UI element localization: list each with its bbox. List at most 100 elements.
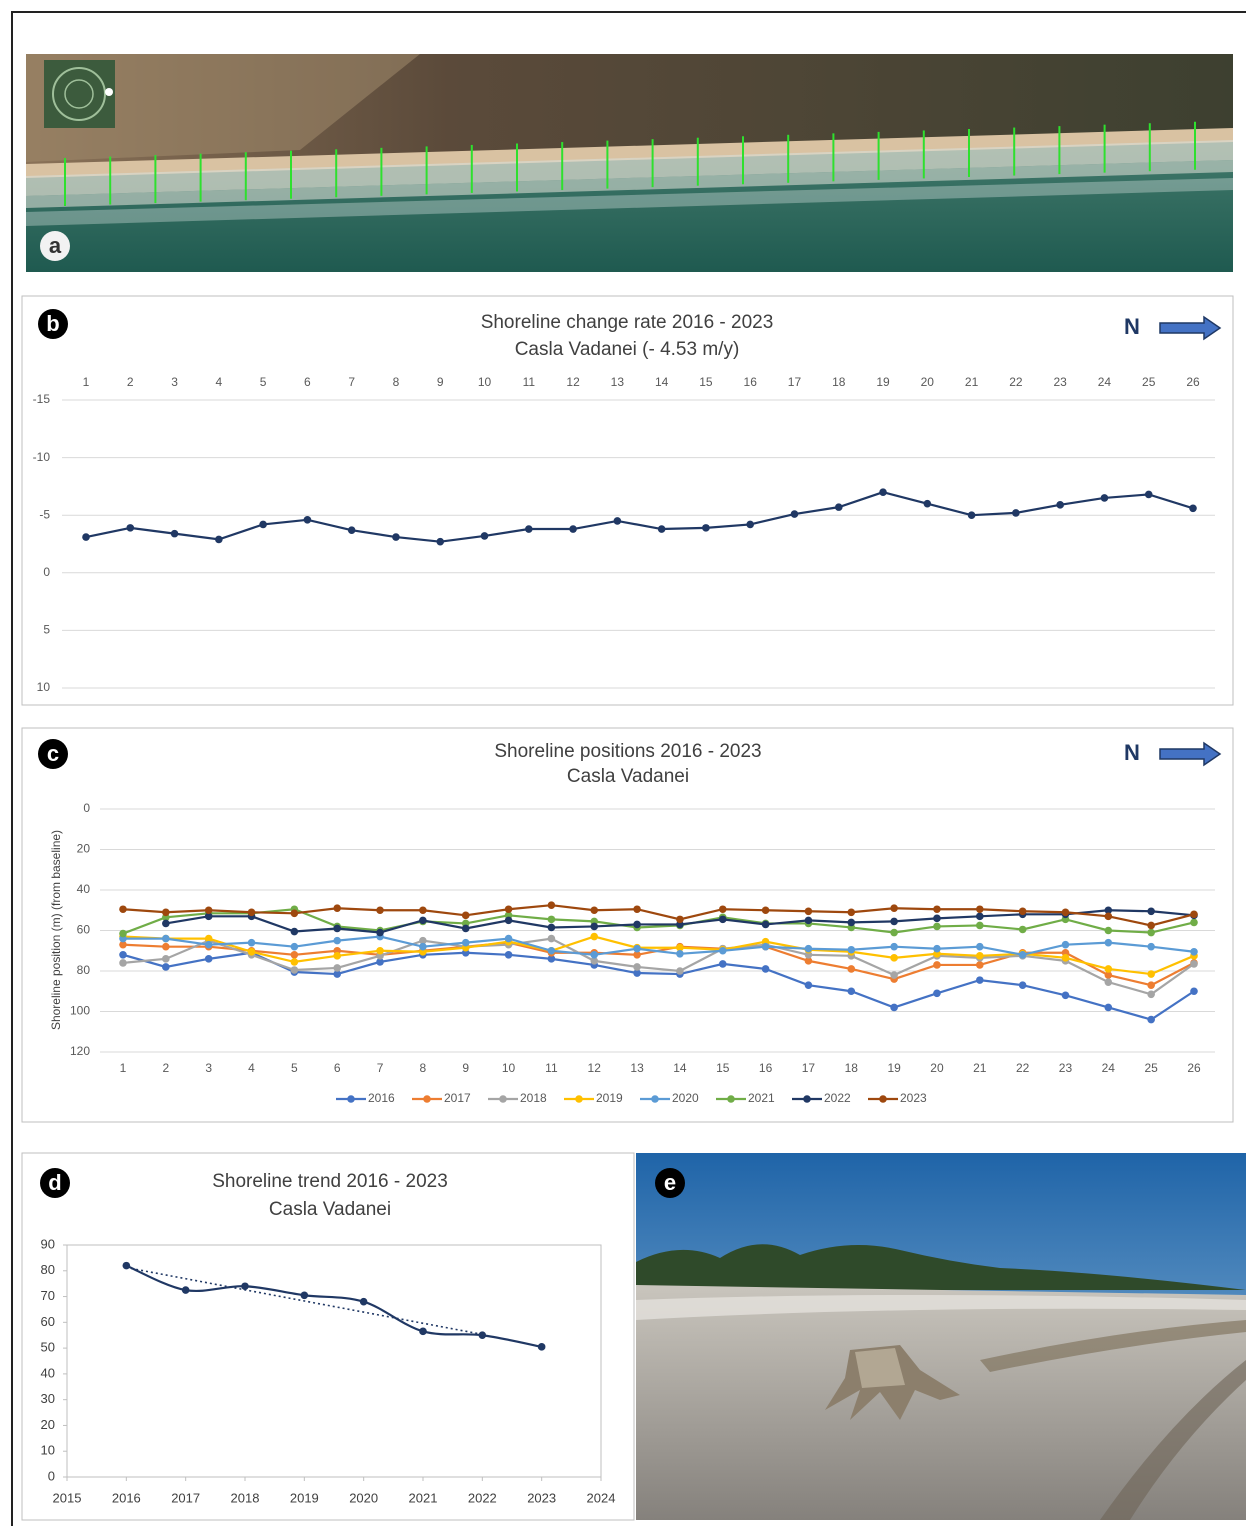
data-point xyxy=(834,503,843,511)
x-tick-label: 11 xyxy=(545,1061,558,1075)
data-point xyxy=(162,942,170,951)
data-point xyxy=(419,916,427,925)
data-point xyxy=(119,905,127,914)
data-point xyxy=(890,971,898,979)
x-tick-label: 19 xyxy=(876,375,890,389)
data-point xyxy=(790,510,799,518)
legend-marker xyxy=(347,1095,355,1103)
data-point xyxy=(162,955,170,963)
data-point xyxy=(1104,906,1113,915)
data-point xyxy=(761,906,770,915)
x-tick-label: 22 xyxy=(1016,1061,1030,1075)
x-tick-label: 22 xyxy=(1009,375,1023,389)
y-tick-label: 0 xyxy=(83,801,90,815)
north-arrow xyxy=(1159,741,1222,767)
data-point xyxy=(702,524,710,532)
data-point xyxy=(976,921,984,930)
data-point xyxy=(976,952,984,960)
data-point xyxy=(126,524,135,532)
data-point xyxy=(376,946,384,955)
data-point xyxy=(290,951,299,959)
legend-marker xyxy=(499,1095,507,1103)
data-point xyxy=(676,943,684,952)
data-point xyxy=(1061,954,1070,962)
panel-label: d xyxy=(48,1170,61,1195)
data-point xyxy=(1104,1003,1113,1012)
data-point xyxy=(1104,926,1113,935)
x-tick-label: 23 xyxy=(1059,1061,1073,1075)
x-tick-label: 5 xyxy=(291,1061,298,1075)
data-point xyxy=(181,1286,190,1294)
panel-label: b xyxy=(46,311,59,336)
data-point xyxy=(119,940,127,949)
data-point xyxy=(746,520,754,529)
data-point xyxy=(847,965,856,973)
panel-label: c xyxy=(47,741,59,766)
data-point xyxy=(333,964,342,972)
legend-marker xyxy=(651,1095,659,1103)
data-point xyxy=(1061,908,1070,917)
x-tick-label: 12 xyxy=(588,1061,602,1075)
chart-title: Shoreline positions 2016 - 2023 xyxy=(494,741,761,762)
data-point xyxy=(633,920,641,929)
data-point xyxy=(1147,942,1155,951)
data-point xyxy=(890,1003,898,1012)
data-point xyxy=(890,917,898,926)
x-tick-label: 2 xyxy=(127,375,134,389)
x-tick-label: 23 xyxy=(1053,375,1067,389)
x-tick-label: 26 xyxy=(1187,1061,1201,1075)
data-point xyxy=(718,946,727,955)
data-point xyxy=(590,951,599,959)
data-point xyxy=(1190,918,1198,927)
data-point xyxy=(890,942,898,951)
legend-label: 2021 xyxy=(748,1091,775,1105)
data-point xyxy=(119,929,127,938)
data-point xyxy=(1144,490,1153,499)
data-point xyxy=(676,915,684,924)
data-point xyxy=(290,909,299,918)
data-point xyxy=(590,932,599,941)
data-point xyxy=(933,989,941,998)
data-point xyxy=(547,955,556,963)
data-point xyxy=(392,533,400,541)
data-point xyxy=(1147,921,1155,930)
data-point xyxy=(162,934,170,943)
data-point xyxy=(1018,981,1027,989)
data-point xyxy=(119,951,127,959)
data-point xyxy=(847,945,856,954)
data-point xyxy=(478,1331,487,1340)
data-point xyxy=(1147,970,1155,978)
data-point xyxy=(1056,501,1064,509)
x-tick-label: 12 xyxy=(566,375,580,389)
data-point xyxy=(504,916,513,925)
data-point xyxy=(1012,509,1020,517)
data-point xyxy=(676,949,684,958)
panel-badge xyxy=(655,1168,685,1198)
data-point xyxy=(804,944,813,953)
y-tick-label: 80 xyxy=(77,963,91,977)
x-tick-label: 14 xyxy=(673,1061,687,1075)
data-point xyxy=(890,904,898,913)
data-point xyxy=(290,958,299,966)
data-point xyxy=(359,1297,368,1306)
x-tick-label: 3 xyxy=(205,1061,212,1075)
data-point xyxy=(847,918,856,927)
data-point xyxy=(933,914,941,923)
x-tick-label: 2018 xyxy=(231,1490,260,1505)
panel-frame xyxy=(21,1152,635,1521)
data-point xyxy=(890,928,898,937)
data-point xyxy=(547,923,556,932)
y-tick-label: 5 xyxy=(43,623,50,637)
data-point xyxy=(480,532,489,540)
x-tick-label: 2015 xyxy=(53,1490,82,1505)
y-tick-label: 0 xyxy=(43,565,50,579)
x-tick-label: 7 xyxy=(377,1061,384,1075)
x-tick-label: 18 xyxy=(845,1061,859,1075)
data-point xyxy=(300,1291,309,1300)
y-tick-label: 40 xyxy=(41,1365,55,1380)
x-tick-label: 4 xyxy=(215,375,222,389)
data-point xyxy=(923,499,932,508)
data-point xyxy=(504,905,513,914)
data-point xyxy=(590,906,599,915)
